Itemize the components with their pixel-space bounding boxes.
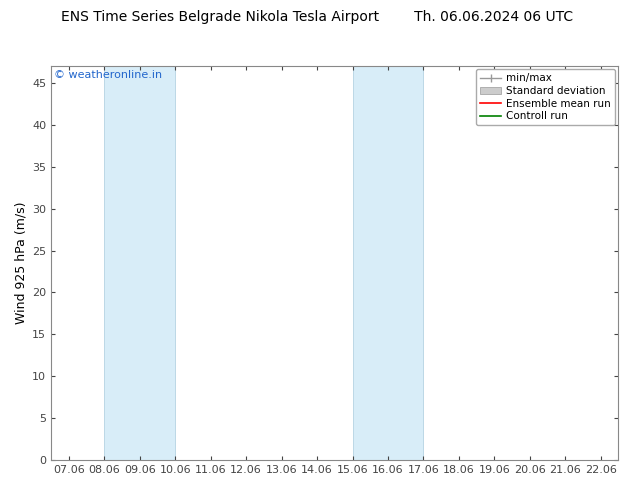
- Bar: [105, 66, 175, 460]
- Text: © weatheronline.in: © weatheronline.in: [54, 70, 162, 80]
- Legend: min/max, Standard deviation, Ensemble mean run, Controll run: min/max, Standard deviation, Ensemble me…: [476, 69, 615, 125]
- Text: ENS Time Series Belgrade Nikola Tesla Airport        Th. 06.06.2024 06 UTC: ENS Time Series Belgrade Nikola Tesla Ai…: [61, 10, 573, 24]
- Y-axis label: Wind 925 hPa (m/s): Wind 925 hPa (m/s): [15, 202, 28, 324]
- Bar: [353, 66, 424, 460]
